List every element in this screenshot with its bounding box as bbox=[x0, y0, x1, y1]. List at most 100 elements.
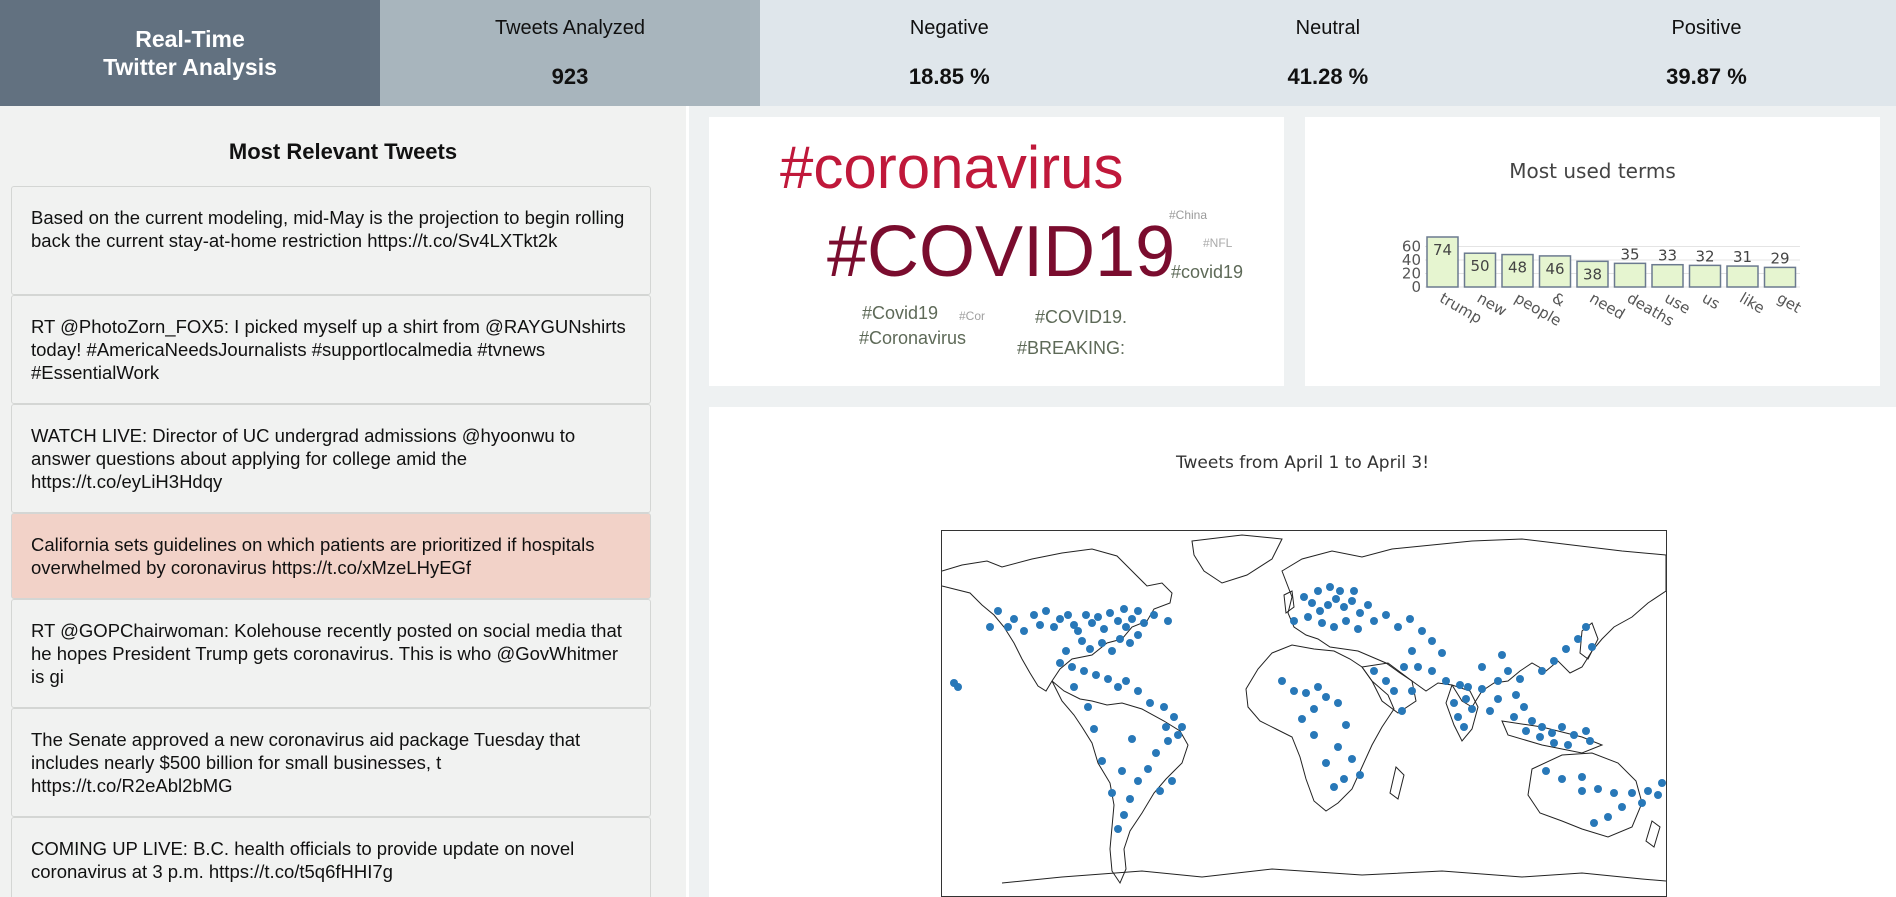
map-point bbox=[1114, 617, 1122, 625]
bar-value-label: 50 bbox=[1470, 257, 1489, 275]
map-point bbox=[1326, 583, 1334, 591]
stat-value: 923 bbox=[551, 64, 589, 89]
bar-value-label: 74 bbox=[1433, 241, 1452, 259]
tweet-card-highlighted[interactable]: California sets guidelines on which pati… bbox=[11, 513, 651, 599]
bar-value-label: 31 bbox=[1733, 248, 1752, 266]
map-point bbox=[1478, 663, 1486, 671]
app-title-line1: Real-Time bbox=[135, 26, 245, 52]
map-point bbox=[1494, 695, 1502, 703]
tweet-card[interactable]: Based on the current modeling, mid-May i… bbox=[11, 186, 651, 295]
map-point bbox=[1074, 627, 1082, 635]
map-point bbox=[1516, 675, 1524, 683]
map-point bbox=[1418, 627, 1426, 635]
map-point bbox=[1454, 713, 1462, 721]
map-point bbox=[1302, 689, 1310, 697]
map-point bbox=[1658, 779, 1666, 787]
map-point bbox=[1498, 651, 1506, 659]
map-point bbox=[1062, 647, 1070, 655]
bar bbox=[1426, 236, 1459, 288]
map-card: Tweets from April 1 to April 3! bbox=[709, 407, 1896, 897]
map-point bbox=[1314, 683, 1322, 691]
map-point bbox=[1486, 707, 1494, 715]
map-point bbox=[1010, 615, 1018, 623]
map-point bbox=[1382, 677, 1390, 685]
bar bbox=[1688, 264, 1722, 288]
map-point bbox=[1050, 623, 1058, 631]
map-point bbox=[1020, 627, 1028, 635]
map-point bbox=[1314, 587, 1322, 595]
map-point bbox=[1160, 703, 1168, 711]
map-point bbox=[1082, 611, 1090, 619]
x-tick-label: need bbox=[1587, 289, 1628, 323]
tweet-card[interactable]: The Senate approved a new coronavirus ai… bbox=[11, 708, 651, 817]
map-point bbox=[1570, 731, 1578, 739]
tweet-card[interactable]: RT @PhotoZorn_FOX5: I picked myself up a… bbox=[11, 295, 651, 404]
continent-outlines bbox=[942, 534, 1666, 885]
map-point bbox=[1350, 587, 1358, 595]
map-point bbox=[1644, 787, 1652, 795]
map-point bbox=[1334, 743, 1342, 751]
world-map-svg bbox=[942, 534, 1666, 885]
map-point bbox=[1406, 615, 1414, 623]
map-point bbox=[1522, 727, 1530, 735]
app-title: Real-Time Twitter Analysis bbox=[0, 0, 380, 106]
map-point bbox=[1178, 723, 1186, 731]
tweet-card[interactable]: COMING UP LIVE: B.C. health officials to… bbox=[11, 817, 651, 897]
map-point bbox=[1538, 667, 1546, 675]
bar-value-label: 38 bbox=[1583, 265, 1602, 283]
map-point bbox=[1528, 717, 1536, 725]
map-point bbox=[1144, 765, 1152, 773]
tweet-card[interactable]: RT @GOPChairwoman: Kolehouse recently po… bbox=[11, 599, 651, 708]
map-point bbox=[1588, 643, 1596, 651]
map-point bbox=[1628, 789, 1636, 797]
map-point bbox=[1304, 613, 1312, 621]
bar-value-label: 29 bbox=[1770, 249, 1789, 267]
map-point bbox=[1134, 631, 1142, 639]
map-point bbox=[1108, 789, 1116, 797]
map-point bbox=[1348, 755, 1356, 763]
bar bbox=[1463, 252, 1497, 288]
map-point bbox=[1290, 687, 1298, 695]
tweet-card[interactable]: WATCH LIVE: Director of UC undergrad adm… bbox=[11, 404, 651, 513]
map-point bbox=[1342, 617, 1350, 625]
map-point bbox=[1080, 667, 1088, 675]
bar-value-label: 35 bbox=[1620, 245, 1639, 263]
map-point bbox=[1316, 607, 1324, 615]
map-point bbox=[1398, 707, 1406, 715]
map-point bbox=[1370, 667, 1378, 675]
stat-value: 18.85 % bbox=[908, 64, 990, 89]
tweet-text: Based on the current modeling, mid-May i… bbox=[31, 207, 625, 251]
map-point bbox=[1140, 619, 1148, 627]
map-point bbox=[1578, 773, 1586, 781]
app-title-line2: Twitter Analysis bbox=[103, 54, 277, 80]
map-point bbox=[1390, 687, 1398, 695]
map-point bbox=[1550, 739, 1558, 747]
tweet-text: RT @GOPChairwoman: Kolehouse recently po… bbox=[31, 620, 622, 687]
stat-neutral: Neutral 41.28 % bbox=[1138, 0, 1518, 106]
map-point bbox=[1330, 783, 1338, 791]
stat-label: Negative bbox=[909, 17, 989, 39]
map-title: Tweets from April 1 to April 3! bbox=[1175, 453, 1430, 473]
map-point bbox=[1100, 625, 1108, 633]
bar-value-label: 48 bbox=[1508, 259, 1527, 277]
map-point bbox=[1428, 637, 1436, 645]
tweet-text: RT @PhotoZorn_FOX5: I picked myself up a… bbox=[31, 316, 626, 383]
map-point bbox=[1164, 617, 1172, 625]
map-point bbox=[1086, 645, 1094, 653]
chart-title: Most used terms bbox=[1509, 159, 1676, 183]
tweet-text: COMING UP LIVE: B.C. health officials to… bbox=[31, 838, 575, 882]
tweet-text: WATCH LIVE: Director of UC undergrad adm… bbox=[31, 425, 576, 492]
map-point bbox=[1146, 699, 1154, 707]
map-point bbox=[1128, 615, 1136, 623]
stat-positive: Positive 39.87 % bbox=[1517, 0, 1896, 106]
map-point bbox=[1134, 777, 1142, 785]
map-point bbox=[1092, 671, 1100, 679]
map-point bbox=[1334, 699, 1342, 707]
map-point bbox=[1478, 685, 1486, 693]
map-point bbox=[1364, 601, 1372, 609]
map-point bbox=[1460, 723, 1468, 731]
x-tick-label: us bbox=[1699, 289, 1723, 313]
map-point bbox=[1590, 819, 1598, 827]
map-point bbox=[1330, 623, 1338, 631]
map-point bbox=[1356, 609, 1364, 617]
